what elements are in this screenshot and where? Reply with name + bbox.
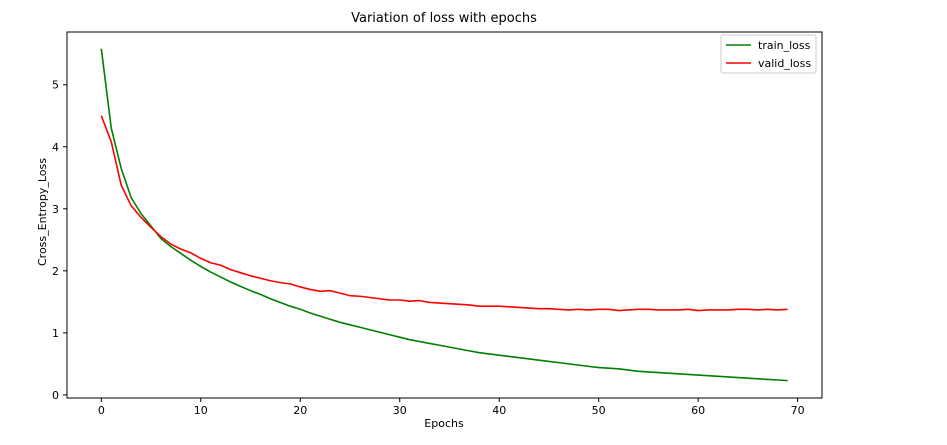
legend-label: valid_loss (758, 57, 811, 70)
x-tick-label: 40 (492, 404, 506, 417)
x-tick-label: 20 (293, 404, 307, 417)
x-axis-label: Epochs (424, 417, 464, 430)
series-layer (100, 48, 788, 382)
y-tick-label: 4 (52, 141, 59, 154)
y-tick-label: 0 (52, 389, 59, 402)
chart-title: Variation of loss with epochs (351, 11, 537, 26)
x-tick-label: 50 (592, 404, 606, 417)
legend-label: train_loss (758, 39, 811, 52)
x-tick-label: 0 (98, 404, 105, 417)
x-tick-label: 30 (393, 404, 407, 417)
y-axis-label: Cross_Entropy_Loss (36, 158, 49, 266)
plot-axes: 0 10 20 30 40 50 60 70 0 1 2 3 4 5 (52, 31, 823, 417)
y-tick-label: 2 (52, 265, 59, 278)
x-tick-label: 70 (791, 404, 805, 417)
series-line-valid-loss (100, 115, 788, 312)
y-tick-label: 1 (52, 327, 59, 340)
legend: train_loss valid_loss (720, 34, 817, 74)
y-tick-label: 3 (52, 203, 59, 216)
y-tick-label: 5 (52, 79, 59, 92)
x-tick-label: 10 (194, 404, 208, 417)
x-tick-label: 60 (691, 404, 705, 417)
series-line-train-loss (100, 48, 788, 382)
plot-frame (66, 31, 823, 399)
